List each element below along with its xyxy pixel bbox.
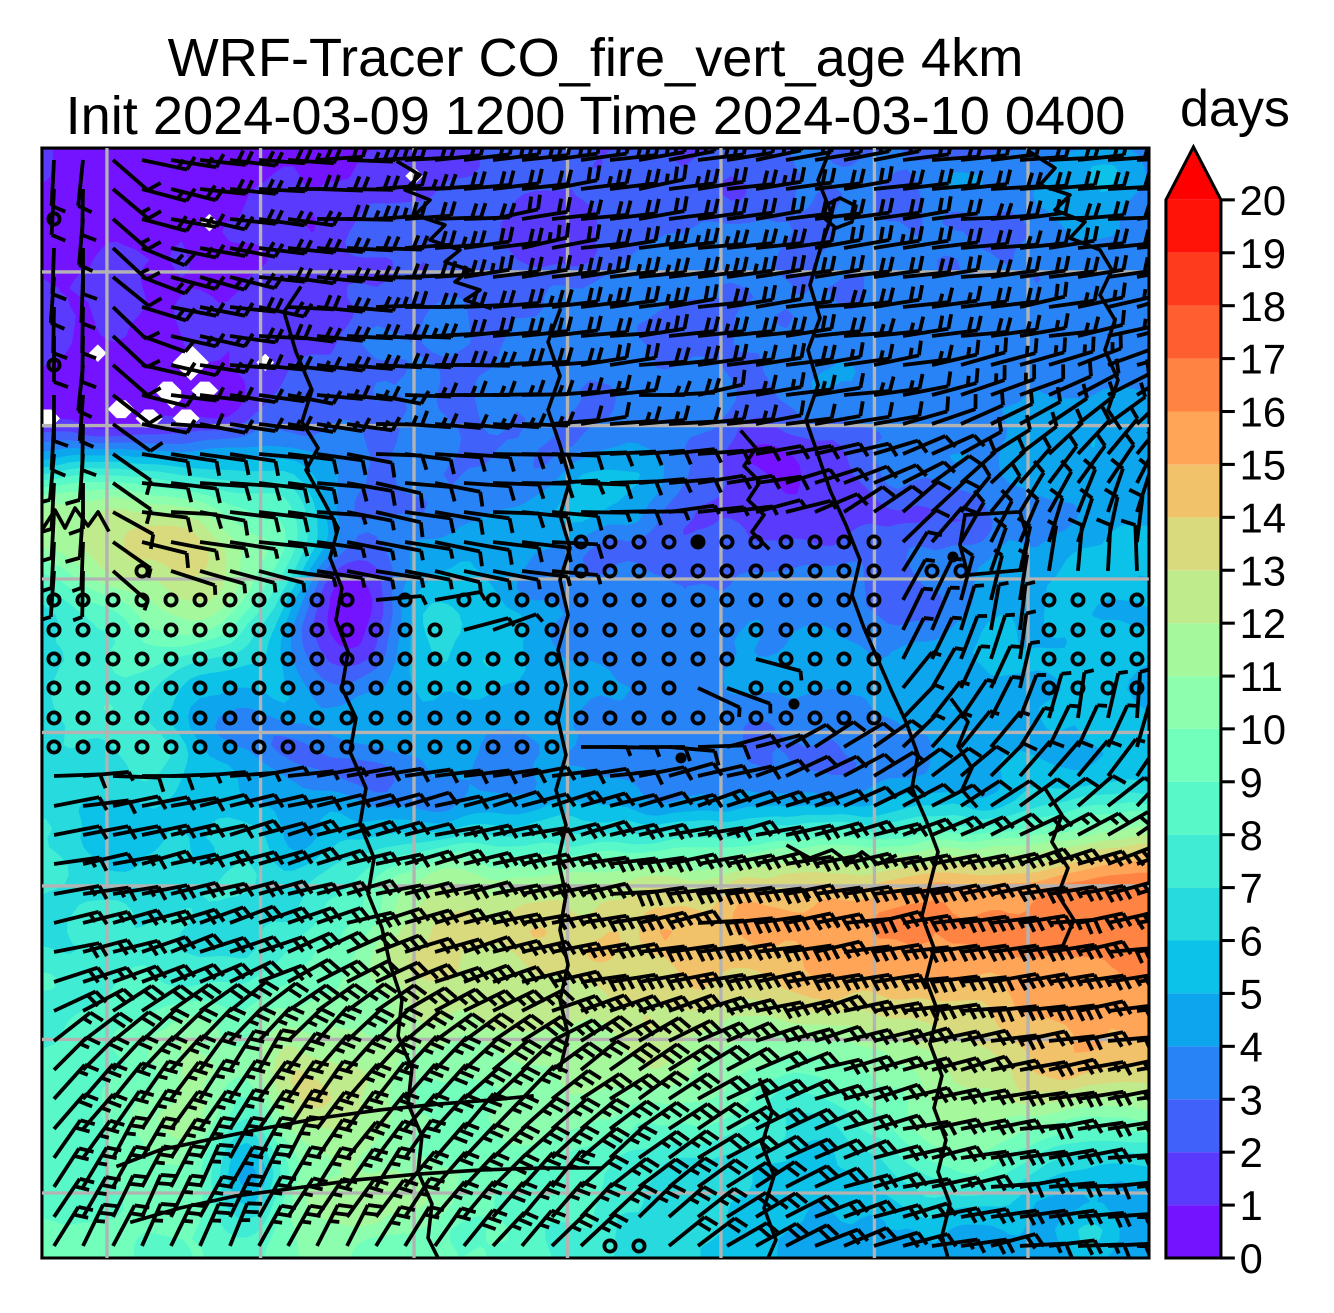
svg-text:15: 15 (1240, 442, 1286, 489)
svg-text:WRF-Tracer CO_fire_vert_age 4k: WRF-Tracer CO_fire_vert_age 4km (168, 28, 1024, 88)
svg-text:7: 7 (1240, 865, 1263, 912)
svg-text:9: 9 (1240, 759, 1263, 806)
svg-text:13: 13 (1240, 547, 1286, 594)
svg-text:8: 8 (1240, 812, 1263, 859)
svg-text:11: 11 (1240, 653, 1283, 700)
svg-text:3: 3 (1240, 1076, 1263, 1123)
svg-text:14: 14 (1240, 494, 1286, 541)
svg-text:20: 20 (1240, 177, 1286, 224)
svg-text:12: 12 (1240, 600, 1286, 647)
svg-text:10: 10 (1240, 706, 1286, 753)
svg-text:18: 18 (1240, 283, 1286, 330)
svg-text:17: 17 (1240, 336, 1286, 383)
svg-text:5: 5 (1240, 971, 1263, 1018)
svg-text:6: 6 (1240, 918, 1263, 965)
svg-text:19: 19 (1240, 230, 1286, 277)
svg-text:2: 2 (1240, 1129, 1263, 1176)
svg-text:0: 0 (1240, 1235, 1263, 1282)
svg-text:days: days (1180, 80, 1290, 138)
svg-text:Init 2024-03-09 1200 Time 2024: Init 2024-03-09 1200 Time 2024-03-10 040… (66, 86, 1126, 146)
svg-text:1: 1 (1240, 1182, 1263, 1229)
svg-text:16: 16 (1240, 389, 1286, 436)
svg-text:4: 4 (1240, 1023, 1263, 1070)
